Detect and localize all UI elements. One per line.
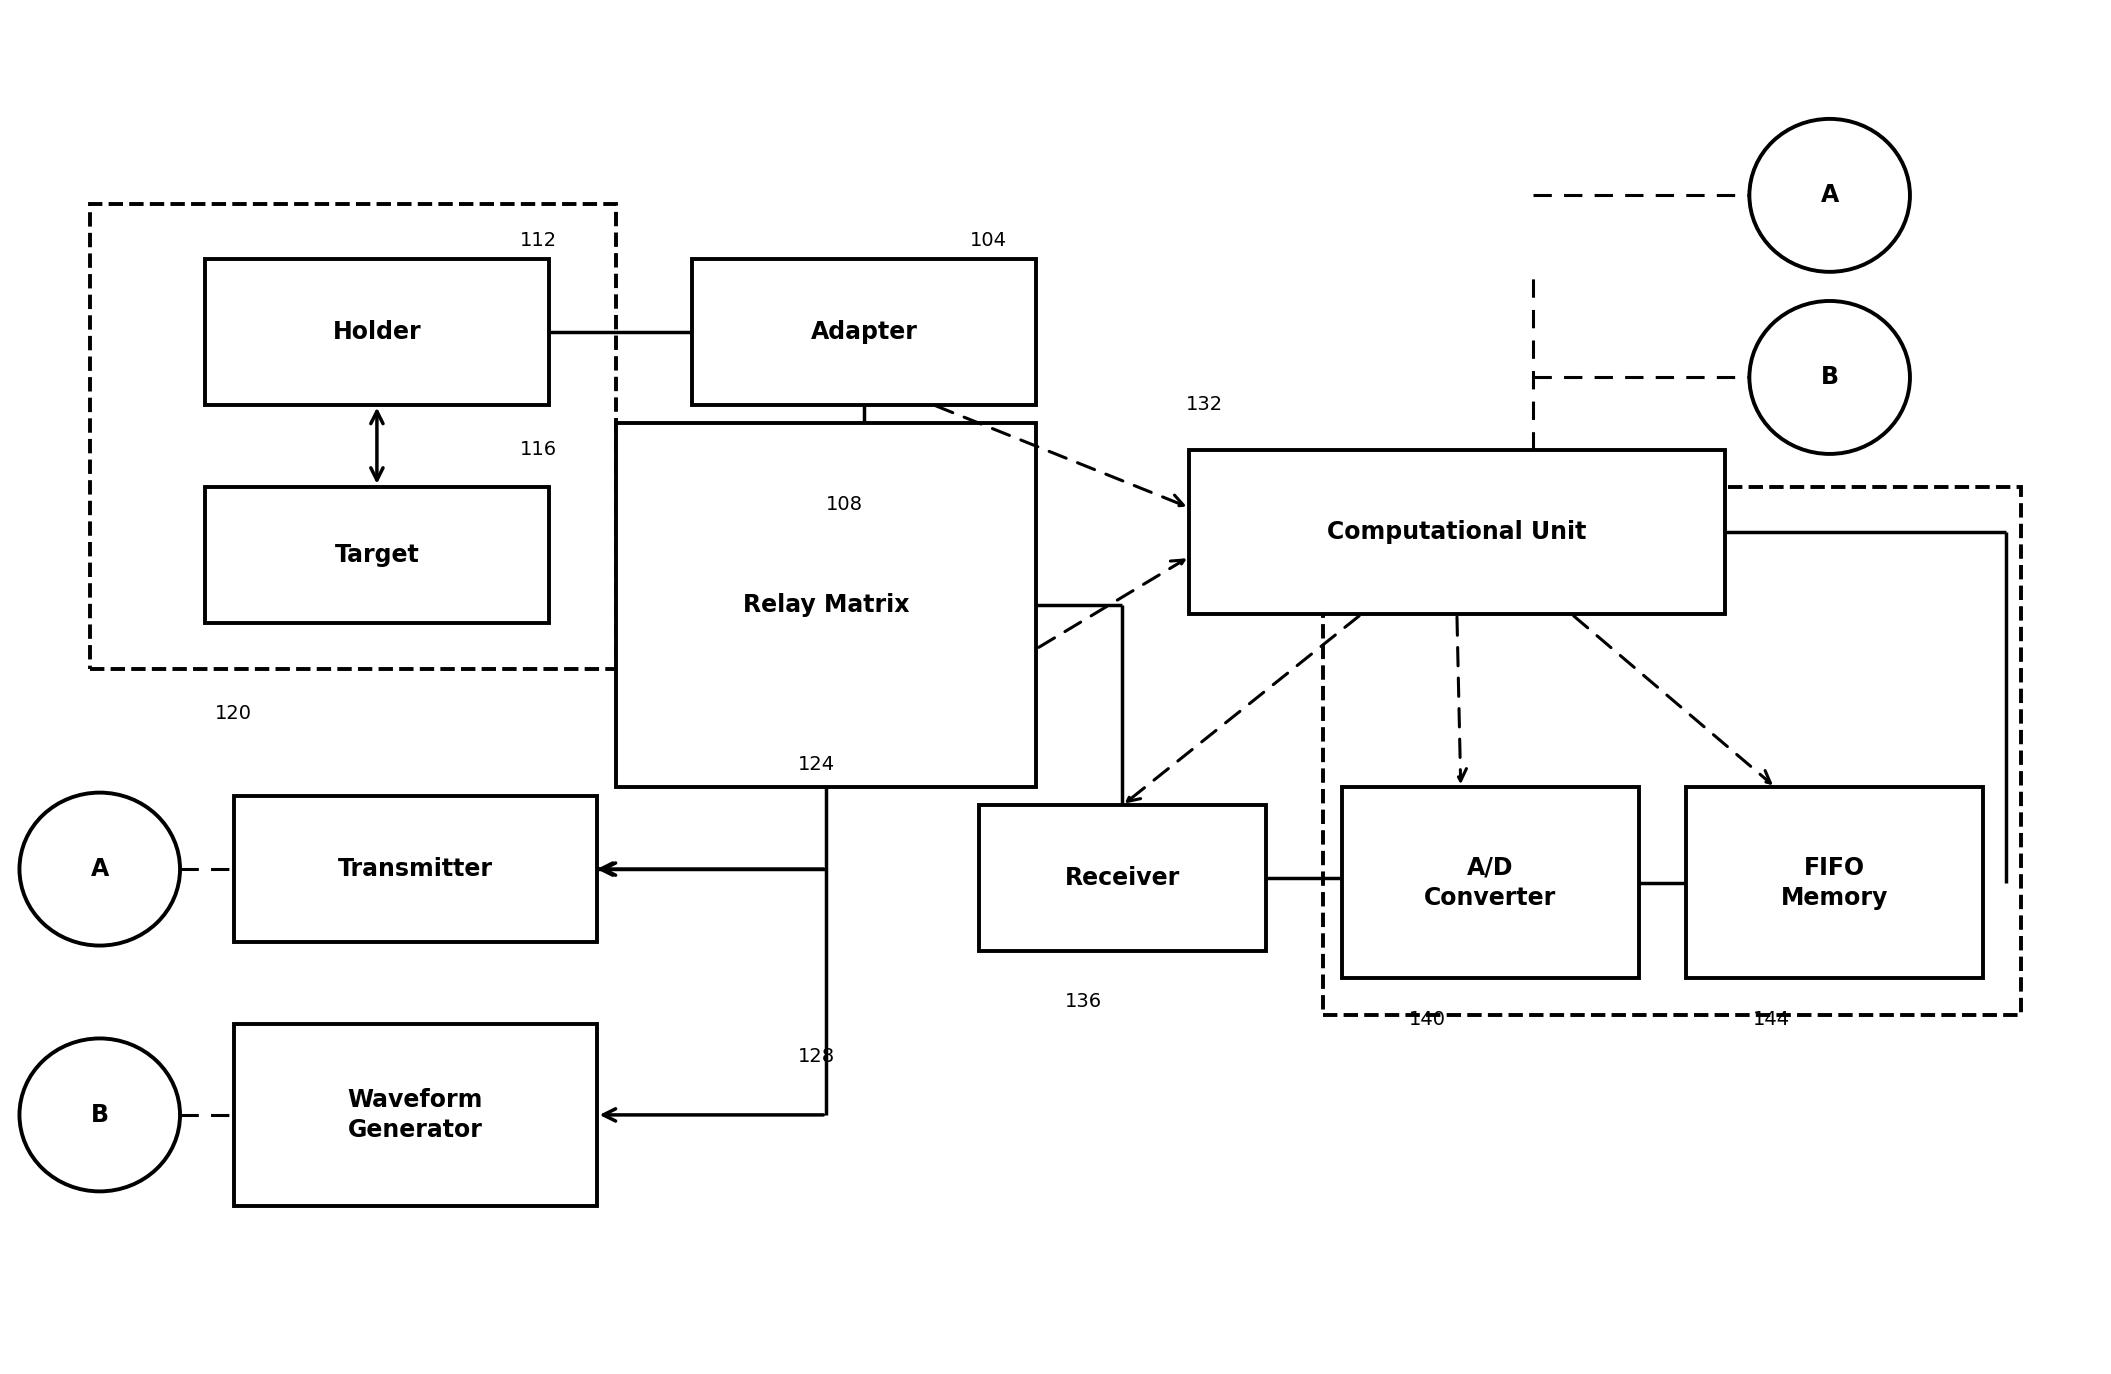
FancyBboxPatch shape: [1687, 787, 1982, 978]
Text: 140: 140: [1410, 1010, 1446, 1029]
Text: 132: 132: [1186, 394, 1222, 414]
Text: A: A: [1820, 183, 1839, 207]
Text: 104: 104: [969, 231, 1007, 250]
Text: Relay Matrix: Relay Matrix: [743, 594, 910, 617]
Text: Waveform
Generator: Waveform Generator: [348, 1088, 483, 1142]
Circle shape: [1750, 120, 1910, 272]
FancyBboxPatch shape: [205, 486, 549, 624]
Text: 124: 124: [798, 756, 834, 775]
Text: 136: 136: [1066, 992, 1102, 1011]
Circle shape: [1750, 301, 1910, 453]
Text: 116: 116: [519, 441, 557, 459]
FancyBboxPatch shape: [616, 423, 1037, 787]
Text: Transmitter: Transmitter: [338, 857, 492, 881]
Text: 112: 112: [519, 231, 557, 250]
Circle shape: [19, 793, 179, 945]
Text: A/D
Converter: A/D Converter: [1425, 856, 1556, 910]
Text: 144: 144: [1754, 1010, 1790, 1029]
Text: A: A: [91, 857, 110, 881]
FancyBboxPatch shape: [234, 797, 597, 943]
Text: Target: Target: [334, 543, 420, 567]
Text: 108: 108: [825, 495, 863, 514]
FancyBboxPatch shape: [980, 805, 1267, 951]
FancyBboxPatch shape: [1343, 787, 1638, 978]
Text: Holder: Holder: [334, 320, 422, 344]
Text: 128: 128: [798, 1047, 834, 1066]
FancyBboxPatch shape: [205, 260, 549, 405]
FancyBboxPatch shape: [234, 1024, 597, 1206]
Text: 120: 120: [215, 705, 251, 724]
Text: Computational Unit: Computational Unit: [1328, 521, 1587, 544]
Text: FIFO
Memory: FIFO Memory: [1782, 856, 1887, 910]
Text: B: B: [1820, 365, 1839, 389]
Text: Receiver: Receiver: [1064, 866, 1180, 890]
Text: B: B: [91, 1103, 110, 1127]
Circle shape: [19, 1039, 179, 1191]
FancyBboxPatch shape: [1188, 451, 1725, 614]
Text: Adapter: Adapter: [811, 320, 918, 344]
FancyBboxPatch shape: [692, 260, 1037, 405]
